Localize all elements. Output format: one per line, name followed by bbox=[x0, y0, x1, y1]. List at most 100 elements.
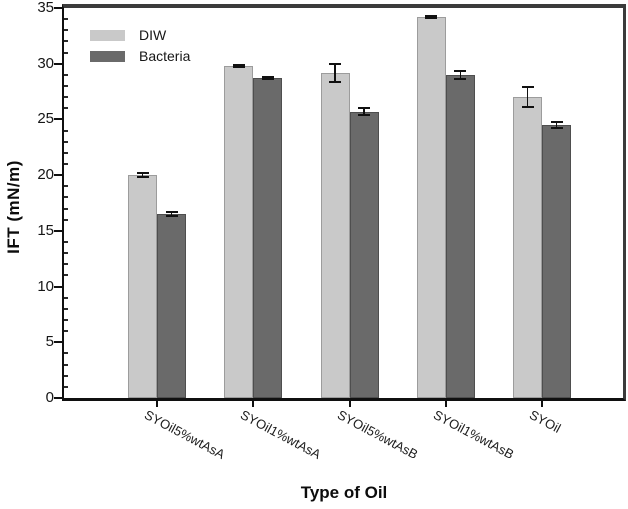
error-bar-line bbox=[459, 70, 461, 79]
y-minor-tick bbox=[64, 352, 68, 355]
y-minor-tick bbox=[64, 319, 68, 321]
y-minor-tick bbox=[64, 196, 68, 199]
y-major-tick bbox=[54, 118, 62, 121]
error-bar-line bbox=[334, 63, 336, 82]
bar-diw-SYOil5%wtAsA bbox=[128, 175, 157, 398]
x-tick bbox=[252, 401, 255, 407]
legend: DIW Bacteria bbox=[90, 28, 190, 70]
error-bar-cap-top bbox=[425, 14, 438, 17]
bar-bacteria-SYOil1%wtAsA bbox=[253, 78, 283, 398]
y-major-tick bbox=[54, 341, 62, 344]
error-bar-line bbox=[170, 211, 173, 217]
y-minor-tick bbox=[64, 129, 68, 132]
y-minor-tick bbox=[64, 385, 68, 388]
y-tick-label: 25 bbox=[37, 110, 54, 128]
error-bar-cap-bottom bbox=[358, 113, 370, 116]
x-tick-label: SYOil bbox=[526, 407, 564, 436]
legend-label-diw: DIW bbox=[139, 27, 167, 43]
x-tick bbox=[541, 401, 543, 407]
x-axis-title: Type of Oil bbox=[300, 483, 388, 502]
x-tick bbox=[444, 401, 447, 407]
y-major-tick bbox=[54, 62, 62, 65]
bar-bacteria-SYOil5%wtAsB bbox=[349, 111, 379, 398]
error-bar-cap-bottom bbox=[329, 80, 341, 83]
x-tick bbox=[348, 401, 351, 407]
error-bar-line bbox=[267, 77, 269, 80]
y-minor-tick bbox=[64, 85, 68, 87]
error-bar-line bbox=[238, 64, 240, 68]
y-minor-tick bbox=[64, 73, 68, 76]
y-major-tick bbox=[54, 285, 62, 288]
y-minor-tick bbox=[64, 18, 68, 21]
legend-swatch-diw bbox=[90, 30, 125, 41]
legend-item-diw: DIW bbox=[90, 28, 190, 43]
x-tick bbox=[156, 401, 158, 407]
error-bar-cap-bottom bbox=[232, 66, 245, 69]
bar-diw-SYOil1%wtAsB bbox=[416, 16, 446, 398]
y-minor-tick bbox=[64, 107, 68, 110]
y-minor-tick bbox=[64, 29, 68, 32]
y-minor-tick bbox=[64, 163, 68, 165]
x-tick-label: SYOil5%wtAsB bbox=[334, 407, 420, 462]
error-bar-cap-bottom bbox=[454, 77, 467, 80]
bar-bacteria-SYOil bbox=[542, 125, 571, 398]
y-minor-tick bbox=[64, 241, 68, 243]
y-minor-tick bbox=[64, 40, 68, 43]
y-major-tick bbox=[54, 7, 62, 9]
y-tick-label: 30 bbox=[37, 54, 54, 72]
x-tick-label: SYOil5%wtAsA bbox=[141, 407, 228, 462]
y-minor-tick bbox=[64, 274, 68, 277]
y-tick-label: 5 bbox=[45, 333, 54, 351]
y-major-tick bbox=[54, 229, 62, 232]
y-tick-label: 0 bbox=[45, 389, 54, 406]
bar-bacteria-SYOil5%wtAsA bbox=[157, 214, 186, 398]
error-bar-cap-bottom bbox=[136, 175, 149, 178]
error-bar-line bbox=[141, 173, 144, 177]
error-bar-cap-top bbox=[521, 86, 534, 89]
error-bar-cap-top bbox=[358, 107, 370, 110]
error-bar-cap-top bbox=[232, 63, 245, 66]
y-axis-title: IFT (mN/m) bbox=[4, 160, 23, 254]
legend-label-bacteria: Bacteria bbox=[139, 48, 191, 64]
y-tick-label: 15 bbox=[37, 221, 54, 239]
y-major-tick bbox=[54, 174, 62, 177]
bar-diw-SYOil1%wtAsA bbox=[224, 65, 254, 398]
y-major-tick bbox=[54, 397, 62, 399]
y-minor-tick bbox=[64, 374, 68, 377]
y-minor-tick bbox=[64, 330, 68, 333]
y-minor-tick bbox=[64, 96, 68, 99]
legend-item-bacteria: Bacteria bbox=[90, 49, 190, 64]
x-tick-label: SYOil1%wtAsB bbox=[430, 407, 517, 462]
error-bar-cap-top bbox=[136, 172, 149, 175]
error-bar-cap-bottom bbox=[261, 78, 274, 81]
error-bar-cap-bottom bbox=[550, 126, 563, 129]
error-bar-line bbox=[363, 108, 365, 115]
y-tick-label: 35 bbox=[37, 0, 54, 16]
bar-diw-SYOil bbox=[513, 97, 542, 398]
bar-diw-SYOil5%wtAsB bbox=[320, 72, 350, 398]
y-minor-tick bbox=[64, 218, 68, 221]
y-minor-tick bbox=[64, 51, 68, 54]
y-minor-tick bbox=[64, 252, 68, 255]
y-minor-tick bbox=[64, 263, 68, 266]
error-bar-line bbox=[430, 15, 432, 19]
error-bar-line bbox=[526, 87, 529, 108]
plot-area: DIW Bacteria bbox=[62, 4, 626, 401]
y-minor-tick bbox=[64, 307, 68, 310]
error-bar-cap-top bbox=[165, 210, 178, 213]
bar-bacteria-SYOil1%wtAsB bbox=[445, 74, 475, 398]
error-bar-cap-top bbox=[454, 69, 467, 72]
y-minor-tick bbox=[64, 296, 68, 299]
y-minor-tick bbox=[64, 207, 68, 210]
y-tick-label: 10 bbox=[37, 277, 54, 295]
error-bar-cap-bottom bbox=[165, 215, 178, 218]
y-minor-tick bbox=[64, 363, 68, 366]
y-tick-label: 20 bbox=[37, 166, 54, 184]
y-minor-tick bbox=[64, 151, 68, 154]
error-bar-cap-top bbox=[329, 62, 341, 65]
x-tick-label: SYOil1%wtAsA bbox=[238, 407, 324, 462]
y-minor-tick bbox=[64, 185, 68, 188]
error-bar-cap-bottom bbox=[521, 106, 534, 109]
error-bar-line bbox=[555, 122, 558, 128]
